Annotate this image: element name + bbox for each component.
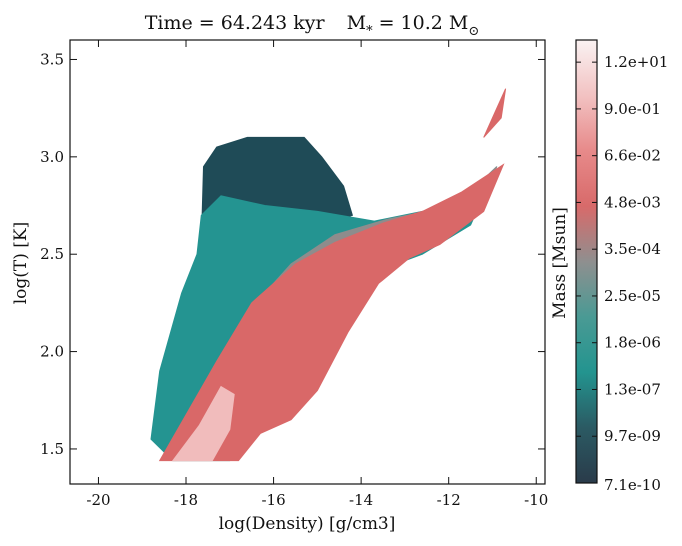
colorbar-tick-label: 9.0e-01 [604, 100, 661, 118]
plot-frame [69, 39, 546, 485]
y-axis: 1.5 2.0 2.5 3.0 3.5 [40, 50, 545, 458]
colorbar-tick-label: 4.8e-03 [604, 193, 661, 211]
colorbar-tick-label: 9.7e-09 [604, 427, 661, 445]
chart-title: Time = 64.243 kyr M* = 10.2 M⊙ [145, 12, 480, 39]
y-tick-label: 1.5 [40, 440, 64, 458]
title-mass-value: = 10.2 M [373, 12, 469, 34]
colorbar-tick-label: 1.3e-07 [604, 380, 661, 398]
plot-area [150, 88, 507, 462]
colorbar-tick-label: 1.8e-06 [604, 334, 661, 352]
colorbar-tick-label: 7.1e-10 [604, 476, 661, 494]
colorbar [575, 39, 598, 484]
y-tick-label: 3.0 [40, 148, 64, 166]
title-mass-unit-sub: ⊙ [468, 24, 479, 39]
x-tick-label: -10 [524, 491, 548, 509]
y-tick-label: 3.5 [40, 50, 64, 68]
data-region-4 [171, 385, 235, 462]
colorbar-tick-label: 6.6e-02 [604, 147, 661, 165]
title-mass-sub: * [366, 24, 373, 39]
colorbar-tick-label: 1.2e+01 [604, 53, 668, 71]
data-region-3 [158, 163, 505, 462]
x-tick-label: -16 [261, 491, 285, 509]
colorbar-tick-label: 3.5e-04 [604, 240, 661, 258]
y-axis-label: log(T) [K] [11, 222, 31, 305]
x-axis-label: log(Density) [g/cm3] [219, 514, 396, 534]
y-tick-label: 2.5 [40, 245, 64, 263]
y-tick-label: 2.0 [40, 343, 64, 361]
x-tick-label: -20 [86, 491, 110, 509]
colorbar-label: Mass [Msun] [550, 207, 570, 319]
x-tick-label: -12 [437, 491, 461, 509]
colorbar-ticks: 7.1e-10 9.7e-09 1.3e-07 1.8e-06 2.5e-05 3.5e-… [576, 53, 668, 494]
x-tick-label: -14 [349, 491, 373, 509]
title-time: Time = 64.243 kyr [145, 12, 326, 34]
colorbar-tick-label: 2.5e-05 [604, 287, 661, 305]
x-tick-label: -18 [174, 491, 198, 509]
x-axis: -20 -18 -16 -14 -12 -10 [86, 40, 548, 509]
data-region-5 [483, 88, 507, 138]
title-mass-prefix: M [347, 12, 366, 34]
